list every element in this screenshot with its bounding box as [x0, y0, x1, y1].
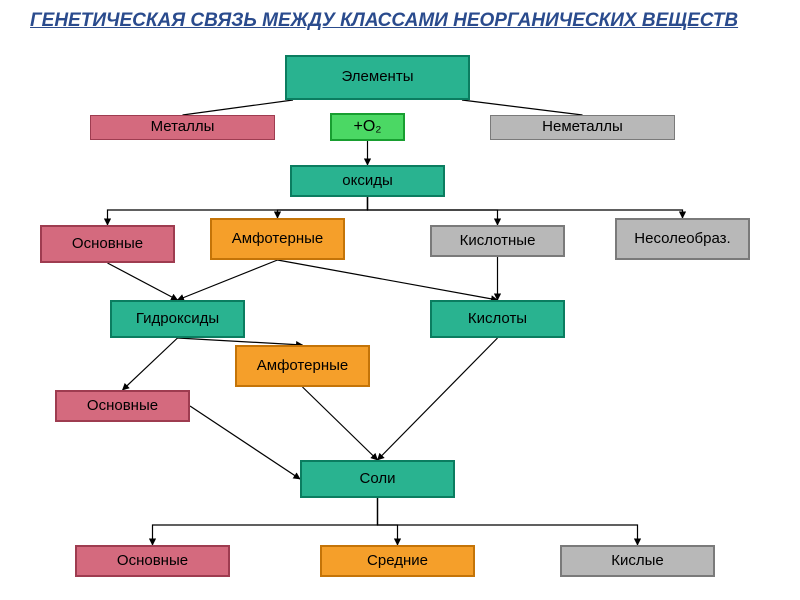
- node-s_acid: Кислые: [560, 545, 715, 577]
- node-nonmetals: Неметаллы: [490, 115, 675, 140]
- page-title: ГЕНЕТИЧЕСКАЯ СВЯЗЬ МЕЖДУ КЛАССАМИ НЕОРГА…: [30, 10, 738, 32]
- node-label: Амфотерные: [257, 358, 348, 375]
- node-label: Металлы: [151, 119, 215, 136]
- node-label: Средние: [367, 553, 428, 570]
- node-label: Кислые: [611, 553, 664, 570]
- node-label: оксиды: [342, 173, 393, 190]
- node-label: Основные: [72, 236, 143, 253]
- node-label: Кислотные: [460, 233, 536, 250]
- node-label: Неметаллы: [542, 119, 623, 136]
- node-label: Элементы: [342, 69, 414, 86]
- node-ox_basic: Основные: [40, 225, 175, 263]
- node-hy_basic: Основные: [55, 390, 190, 422]
- node-label: Основные: [87, 398, 158, 415]
- node-label: Несолеобраз.: [634, 231, 730, 248]
- node-plusO2: +О₂: [330, 113, 405, 141]
- node-hy_ampho: Амфотерные: [235, 345, 370, 387]
- node-label: +О₂: [354, 118, 382, 136]
- node-ox_nonsalt: Несолеобраз.: [615, 218, 750, 260]
- node-label: Соли: [360, 471, 396, 488]
- node-label: Амфотерные: [232, 231, 323, 248]
- node-acids: Кислоты: [430, 300, 565, 338]
- node-metals: Металлы: [90, 115, 275, 140]
- node-s_mid: Средние: [320, 545, 475, 577]
- node-label: Гидроксиды: [136, 311, 219, 328]
- node-ox_acid: Кислотные: [430, 225, 565, 257]
- node-label: Основные: [117, 553, 188, 570]
- node-salts: Соли: [300, 460, 455, 498]
- node-hydroxides: Гидроксиды: [110, 300, 245, 338]
- node-label: Кислоты: [468, 311, 527, 328]
- node-ox_ampho: Амфотерные: [210, 218, 345, 260]
- node-elements: Элементы: [285, 55, 470, 100]
- node-oxides: оксиды: [290, 165, 445, 197]
- node-s_basic: Основные: [75, 545, 230, 577]
